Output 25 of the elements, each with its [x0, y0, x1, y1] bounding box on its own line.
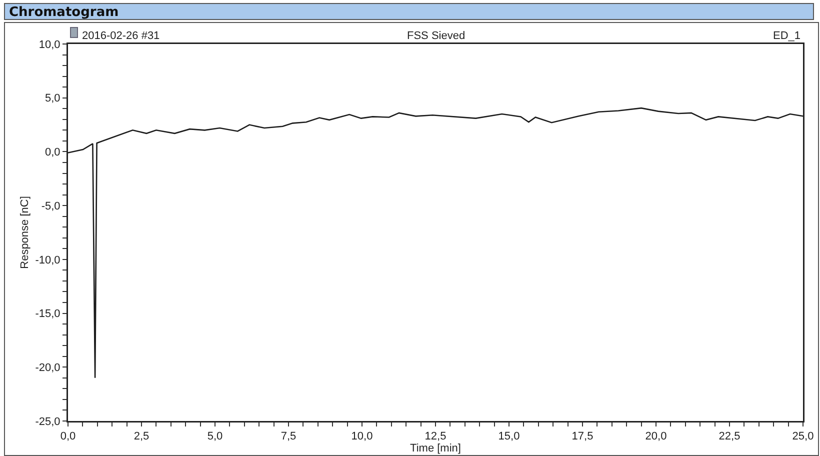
y-axis-title: Response [nC]	[19, 196, 32, 269]
y-tick-label: -15,0	[35, 308, 60, 320]
x-tick-label: 20,0	[645, 430, 667, 443]
y-tick-label: -25,0	[35, 416, 60, 428]
text: FSS Sieved	[407, 30, 466, 42]
text: ED_1	[773, 30, 801, 42]
x-tick-label: 0,0	[60, 430, 76, 443]
y-tick-label: 5,0	[45, 92, 60, 105]
text: 2016-02-26 #31	[82, 30, 160, 42]
x-tick-label: 17,5	[572, 430, 594, 443]
x-tick-label: 12,5	[424, 430, 446, 443]
x-tick-label: 25,0	[792, 430, 814, 443]
x-tick-label: 2,5	[134, 430, 150, 443]
chart-title: Chromatogram	[4, 3, 814, 20]
y-tick-label: -10,0	[35, 254, 60, 266]
x-tick-label: 7,5	[280, 430, 296, 443]
x-tick-label: 22,5	[718, 430, 740, 443]
x-tick-label: 15,0	[498, 430, 520, 443]
y-tick-label: 10,0	[38, 38, 60, 51]
y-tick-label: -5,0	[41, 200, 60, 212]
x-tick-label: 5,0	[207, 430, 223, 443]
y-tick-label: -20,0	[35, 362, 60, 374]
x-tick-label: 10,0	[351, 430, 373, 443]
y-tick-label: 0,0	[45, 146, 60, 159]
x-axis-title: Time [min]	[410, 442, 461, 455]
